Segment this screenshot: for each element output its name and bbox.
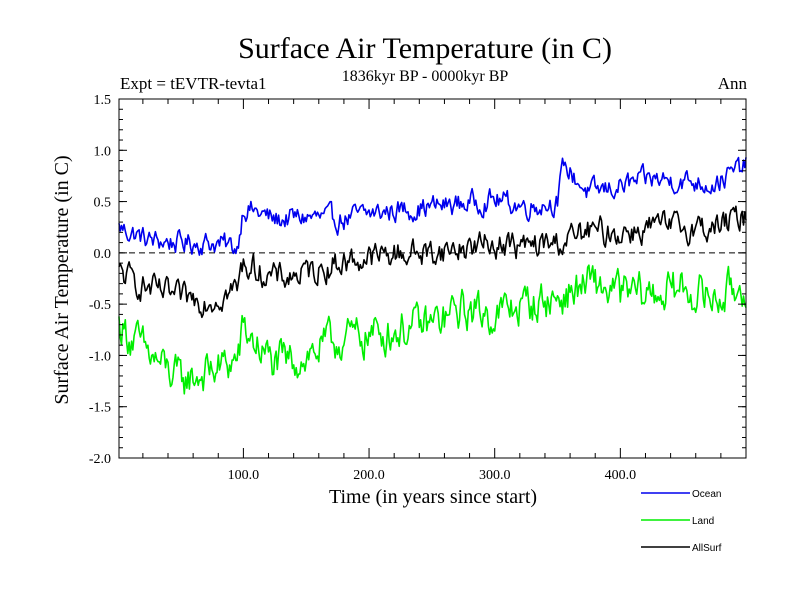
series-line-ocean: [118, 156, 747, 256]
period-label: 1836kyr BP - 0000kyr BP: [342, 68, 509, 85]
chart-title: Surface Air Temperature (in C): [238, 32, 612, 65]
y-tick-label: 1.5: [94, 93, 112, 108]
y-tick-label: 0.5: [94, 196, 112, 211]
legend-label-land: Land: [692, 516, 714, 527]
series-line-allsurf: [118, 205, 747, 319]
legend-label-ocean: Ocean: [692, 489, 721, 500]
y-tick-label: -1.5: [89, 401, 111, 416]
x-tick-label: 200.0: [353, 468, 385, 483]
x-tick-label: 400.0: [605, 468, 637, 483]
x-tick-label: 100.0: [228, 468, 260, 483]
axis-ticks: -2.0 -1.5 -1.0 -0.5 0.0 0.5 1.0 1.5 100.0 200.0 30…: [89, 93, 746, 483]
y-tick-label: -0.5: [89, 298, 111, 313]
y-axis-label: Surface Air Temperature (in C): [51, 155, 73, 404]
legend-label-allsurf: AllSurf: [692, 543, 722, 554]
plot-area: -2.0 -1.5 -1.0 -0.5 0.0 0.5 1.0 1.5 100.0 200.0 30…: [89, 93, 747, 483]
y-tick-label: -2.0: [89, 452, 111, 467]
y-tick-label: -1.0: [89, 349, 111, 364]
series-layer: [118, 156, 747, 395]
y-tick-label: 0.0: [94, 247, 112, 262]
plot-frame: [118, 98, 747, 459]
experiment-label: Expt = tEVTR-tevta1: [120, 74, 267, 93]
series-line-land: [118, 264, 747, 395]
season-label: Ann: [718, 74, 748, 93]
x-tick-label: 300.0: [479, 468, 511, 483]
y-tick-label: 1.0: [94, 144, 112, 159]
legend: Ocean Land AllSurf: [641, 489, 722, 554]
x-axis-label: Time (in years since start): [329, 486, 537, 508]
